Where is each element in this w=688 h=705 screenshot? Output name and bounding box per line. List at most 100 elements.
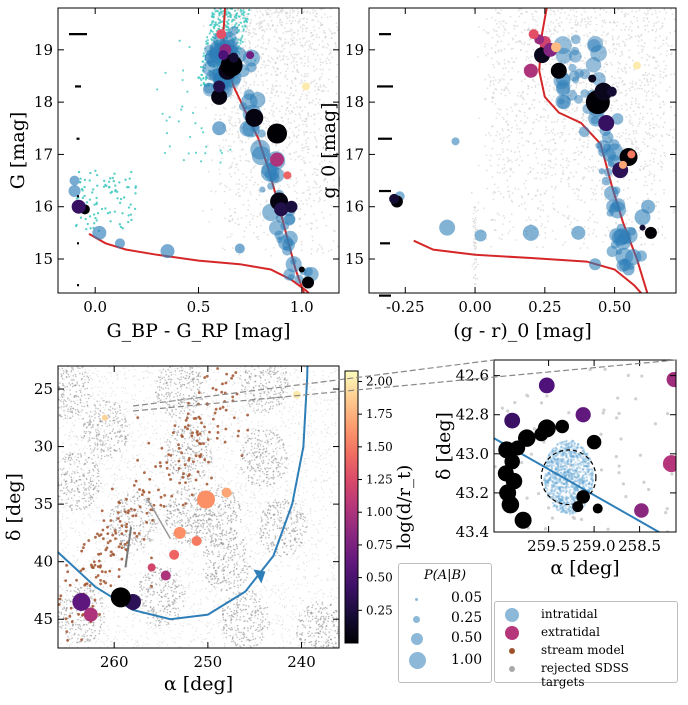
background-star — [535, 194, 538, 197]
background-star — [294, 523, 296, 525]
background-star — [631, 146, 633, 149]
background-star — [296, 141, 299, 144]
background-star — [533, 121, 536, 124]
background-star — [295, 636, 298, 638]
background-star — [271, 24, 274, 26]
background-star — [299, 155, 301, 157]
background-star — [291, 111, 294, 114]
background-star — [509, 91, 511, 94]
background-star — [497, 81, 500, 84]
background-star — [628, 87, 631, 90]
background-star — [654, 30, 657, 33]
background-star — [508, 194, 511, 197]
background-star — [237, 223, 240, 226]
background-star — [615, 222, 618, 225]
background-star — [269, 28, 272, 30]
y-tick-label: 17 — [345, 145, 364, 163]
background-star — [595, 16, 597, 19]
background-star — [246, 15, 249, 18]
background-star — [134, 384, 136, 386]
background-star — [101, 397, 104, 399]
background-star — [301, 434, 304, 436]
turquoise-star — [191, 111, 195, 115]
background-star — [332, 240, 335, 242]
background-star — [634, 81, 637, 84]
background-star — [637, 103, 640, 105]
background-star — [276, 24, 279, 27]
background-star — [219, 148, 221, 150]
background-star — [287, 121, 290, 124]
turquoise-star — [108, 211, 112, 214]
background-star — [254, 14, 257, 17]
background-star — [328, 78, 330, 81]
background-star — [329, 30, 332, 33]
background-star — [511, 126, 513, 129]
background-star — [311, 4, 313, 6]
background-star — [145, 369, 147, 371]
background-star — [301, 45, 304, 48]
background-star — [294, 579, 297, 582]
background-star — [322, 421, 325, 423]
background-star — [611, 84, 614, 87]
background-star — [100, 540, 102, 543]
background-star — [214, 475, 216, 477]
background-star — [620, 104, 623, 107]
background-star — [648, 121, 651, 124]
background-star — [224, 621, 226, 624]
background-star — [310, 480, 312, 483]
background-star — [549, 160, 552, 163]
background-star — [320, 2, 322, 4]
turquoise-star — [225, 25, 228, 28]
turquoise-star — [118, 181, 121, 184]
background-star — [491, 147, 494, 150]
background-star — [219, 118, 222, 121]
background-star — [99, 380, 101, 382]
background-star — [247, 397, 249, 400]
background-star — [109, 413, 112, 415]
background-star — [659, 70, 662, 73]
background-star — [491, 96, 494, 98]
background-star — [245, 82, 248, 85]
background-star — [603, 66, 605, 69]
background-star — [197, 399, 199, 401]
background-star — [160, 540, 162, 542]
turquoise-star — [200, 73, 204, 76]
background-star — [297, 129, 300, 132]
background-star — [207, 170, 210, 173]
background-star — [257, 421, 260, 423]
background-star — [288, 30, 290, 33]
background-star — [485, 154, 488, 157]
background-star — [305, 27, 307, 30]
background-star — [185, 573, 187, 575]
background-star — [473, 268, 475, 270]
background-star — [520, 31, 523, 34]
background-star — [491, 100, 493, 103]
background-star — [305, 125, 308, 128]
background-star — [626, 197, 629, 200]
background-star — [652, 147, 655, 150]
background-star — [83, 379, 86, 381]
background-star — [289, 92, 292, 95]
background-star — [573, 152, 575, 155]
background-star — [274, 94, 277, 97]
background-star — [152, 454, 155, 457]
background-star — [321, 165, 323, 168]
background-star — [536, 171, 539, 174]
background-star — [539, 200, 542, 203]
background-star — [508, 196, 511, 199]
background-star — [229, 122, 232, 125]
background-star — [329, 52, 332, 55]
background-star — [278, 55, 281, 58]
background-star — [544, 132, 547, 135]
background-star — [188, 514, 191, 516]
turquoise-star — [236, 12, 239, 15]
background-star — [286, 146, 288, 149]
background-star — [260, 26, 262, 28]
background-star — [629, 66, 631, 69]
background-star — [581, 19, 583, 22]
background-star — [502, 139, 505, 142]
background-star — [513, 151, 516, 154]
background-star — [621, 10, 623, 13]
background-star — [308, 148, 310, 150]
background-star — [651, 182, 654, 185]
